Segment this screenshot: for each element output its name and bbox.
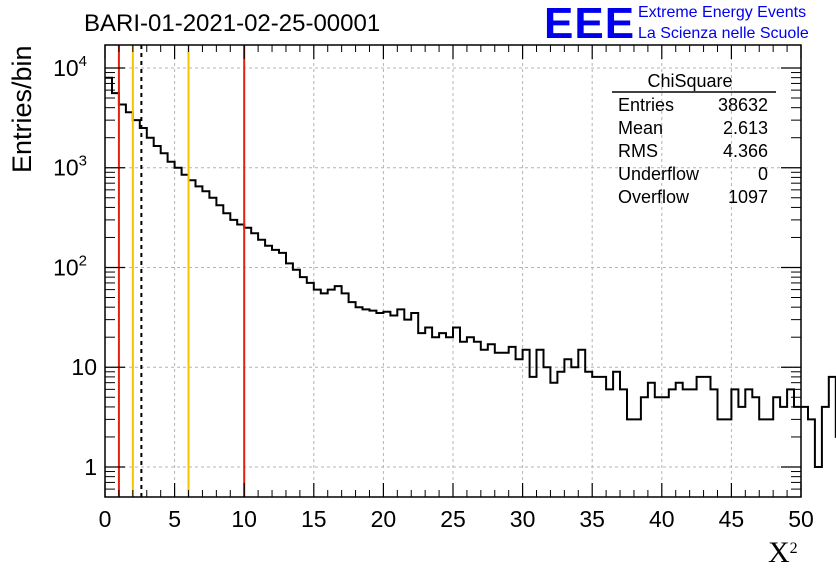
x-axis-label-base: X (768, 536, 790, 569)
stats-value: 4.366 (723, 141, 768, 161)
stats-label: RMS (618, 141, 658, 161)
x-tick-label: 15 (301, 506, 327, 532)
stats-value: 2.613 (723, 118, 768, 138)
y-tick-label-base: 10 (53, 55, 79, 81)
stats-label: Mean (618, 118, 663, 138)
reference-lines (117, 45, 246, 497)
stats-value: 38632 (718, 95, 768, 115)
x-tick-label: 45 (719, 506, 745, 532)
y-tick-label-exponent: 2 (79, 252, 87, 269)
x-tick-label: 25 (440, 506, 466, 532)
y-tick-label: 1 (84, 454, 97, 480)
y-tick-label: 10 (71, 354, 97, 380)
x-tick-label: 10 (231, 506, 257, 532)
stats-title: ChiSquare (647, 71, 732, 91)
x-tick-label: 0 (99, 506, 112, 532)
y-tick-label-base: 1 (84, 454, 97, 480)
y-tick-label: 103 (53, 153, 87, 181)
stats-label: Underflow (618, 164, 700, 184)
stats-label: Entries (618, 95, 674, 115)
x-tick-label: 5 (168, 506, 181, 532)
x-tick-label: 30 (510, 506, 536, 532)
x-tick-label: 50 (788, 506, 814, 532)
stats-box: ChiSquare Entries 38632 Mean 2.613 RMS 4.366 Un… (612, 71, 776, 207)
x-axis-label: X2 (768, 536, 798, 570)
stats-value: 0 (758, 164, 768, 184)
histogram-outline (105, 76, 836, 468)
x-tick-label: 35 (579, 506, 605, 532)
y-tick-label-base: 10 (53, 155, 79, 181)
logo-line-2: La Scienza nelle Scuole (638, 25, 809, 42)
histogram-bars (105, 76, 836, 468)
logo-line-1: Extreme Energy Events (638, 4, 807, 21)
x-axis-label-exponent: 2 (789, 540, 798, 557)
eee-logo: EEE (544, 0, 636, 48)
y-tick-label: 104 (53, 53, 87, 81)
y-tick-label: 102 (53, 252, 87, 280)
stats-value: 1097 (728, 187, 768, 207)
stats-label: Overflow (618, 187, 690, 207)
y-tick-label-base: 10 (71, 354, 97, 380)
x-tick-label: 20 (371, 506, 397, 532)
y-tick-label-exponent: 3 (79, 153, 87, 170)
y-tick-label-exponent: 4 (79, 53, 87, 70)
grid (104, 45, 802, 497)
y-tick-label-base: 10 (53, 254, 79, 280)
x-tick-label: 40 (649, 506, 675, 532)
chart-title: BARI-01-2021-02-25-00001 (84, 10, 381, 37)
